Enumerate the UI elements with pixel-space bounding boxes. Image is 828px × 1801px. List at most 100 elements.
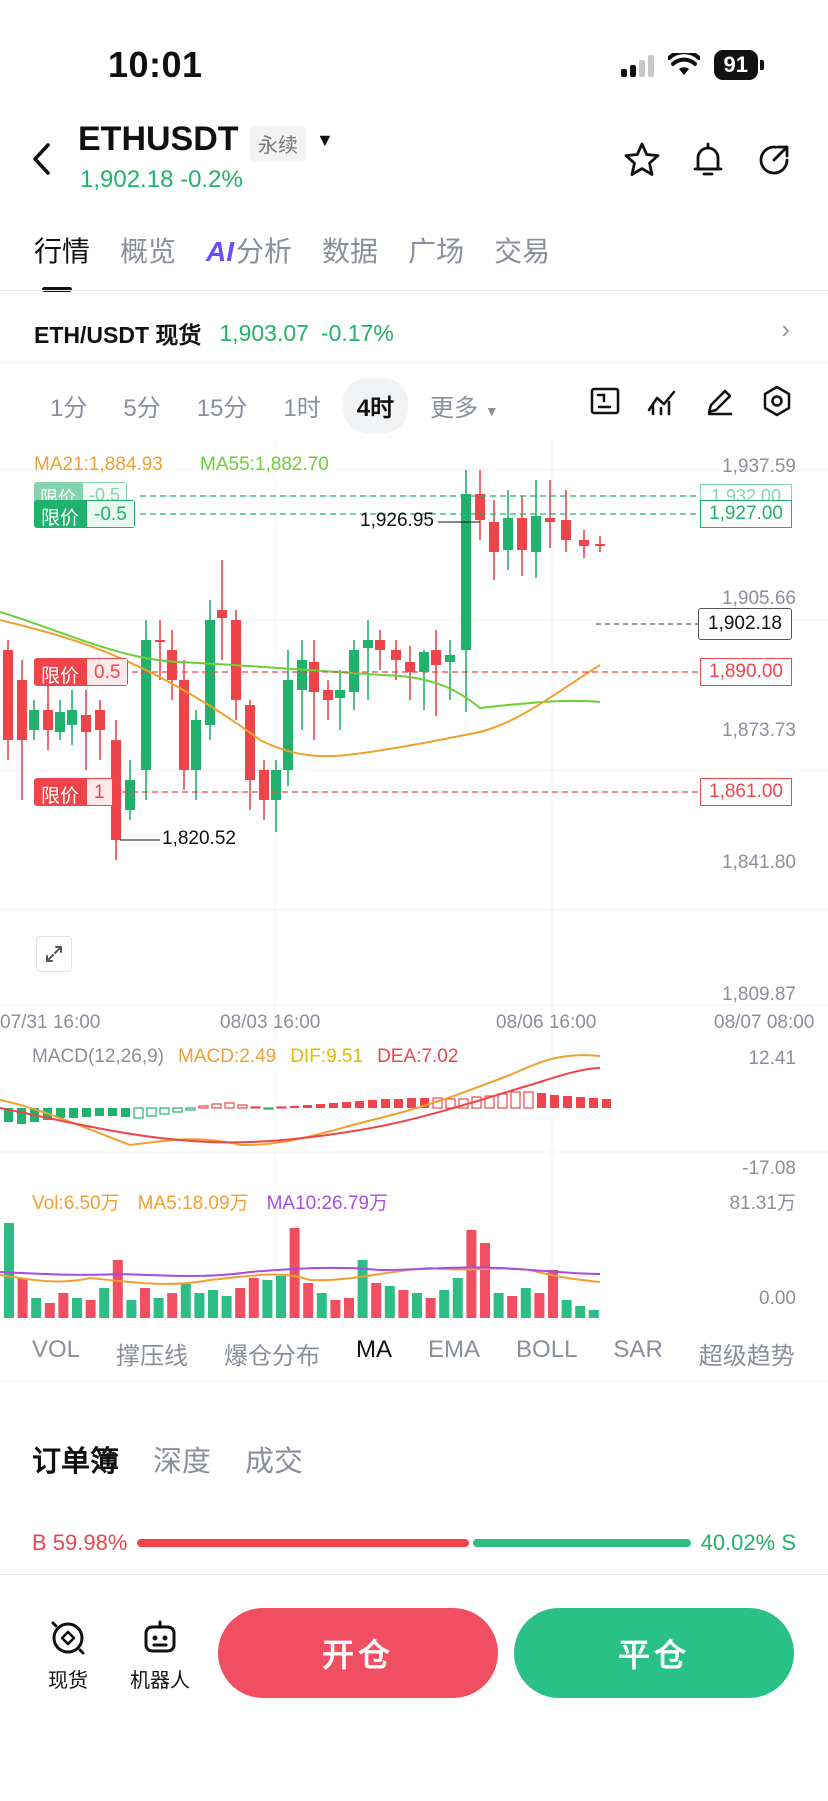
bell-icon[interactable] [688, 140, 728, 180]
volume-bar [534, 1293, 545, 1318]
macd-bar [381, 1099, 390, 1108]
tab-overview[interactable]: 概览 [120, 236, 177, 267]
timeframe-1h[interactable]: 1时 [283, 395, 321, 422]
ratio-buy-fill [137, 1539, 470, 1547]
candle-body [167, 650, 177, 680]
candle-body [297, 660, 307, 690]
draw-icon[interactable] [703, 384, 737, 418]
ma21-line [0, 619, 601, 758]
indicator-boll[interactable]: BOLL [516, 1336, 578, 1363]
main-tabs: 行情 概览 AI分析 数据 广场 交易 [34, 230, 580, 292]
volume-bar [316, 1293, 327, 1318]
spot-price-row[interactable]: ETH/USDT 现货 1,903.07 -0.17% [34, 316, 394, 350]
macd-bar [420, 1098, 429, 1108]
volume-scale-top: 81.31万 [729, 1193, 796, 1214]
indicator-support-resistance[interactable]: 撑压线 [116, 1343, 189, 1370]
limit-order-type: 限价 [34, 658, 87, 686]
limit-order-price-tag: 1,890.00 [700, 658, 792, 686]
expand-chart-button[interactable] [36, 936, 72, 972]
indicator-liquidation-map[interactable]: 爆仓分布 [224, 1343, 321, 1370]
limit-order-price-tag: 1,927.00 [700, 500, 792, 528]
symbol-dropdown-icon[interactable]: ▼ [316, 130, 334, 150]
candle-body [375, 640, 385, 650]
star-icon[interactable] [622, 140, 662, 180]
ratio-bar [137, 1539, 691, 1547]
tab-orderbook[interactable]: 订单簿 [32, 1446, 120, 1478]
tab-trades[interactable]: 成交 [245, 1446, 304, 1478]
limit-order-tag[interactable]: 限价 0.5 [34, 658, 129, 686]
time-axis-label: 07/31 16:00 [0, 1012, 101, 1033]
battery-indicator: 91 [713, 50, 765, 80]
tab-data[interactable]: 数据 [322, 236, 379, 267]
macd-histogram [4, 1091, 611, 1124]
high-price-label: 1,926.95 [360, 510, 434, 531]
volume-bar [371, 1283, 382, 1318]
candle-body [579, 540, 589, 546]
limit-order-tag[interactable]: 限价 1 [34, 778, 113, 806]
back-button[interactable] [30, 138, 54, 184]
volume-bar [452, 1278, 463, 1318]
chart-settings-icon[interactable] [588, 384, 622, 418]
limit-order-tag[interactable]: 限价 -0.5 [34, 500, 135, 528]
candle-body [111, 740, 121, 840]
volume-histogram [4, 1223, 599, 1318]
timeframe-15m[interactable]: 15分 [196, 395, 248, 422]
volume-bar [439, 1290, 450, 1318]
macd-bar [550, 1095, 559, 1108]
limit-order-type: 限价 [34, 778, 87, 806]
candle-body [191, 720, 201, 770]
macd-bar [211, 1103, 222, 1109]
candle-body [545, 518, 555, 522]
limit-order-qty: -0.5 [86, 500, 135, 528]
tab-analysis[interactable]: AI分析 [206, 230, 292, 270]
status-icons: 91 [620, 50, 765, 80]
volume-bar [58, 1293, 69, 1318]
timeframe-selector: 1分 5分 15分 1时 4时 更多 ▼ [36, 378, 521, 433]
price-scale-tick: 1,809.87 [722, 984, 796, 1005]
time-axis-label: 08/03 16:00 [220, 1012, 321, 1033]
settings-icon[interactable] [760, 384, 794, 418]
macd-bar [95, 1108, 104, 1116]
dif-value: DIF:9.51 [290, 1046, 364, 1067]
candle-body [55, 712, 65, 732]
share-icon[interactable] [754, 140, 794, 180]
candle-body [125, 780, 135, 810]
macd-bar [121, 1108, 130, 1117]
macd-bar [146, 1107, 157, 1117]
kline-chart[interactable]: MA21:1,884.93 MA55:1,882.70 1,937.59 1,9… [0, 440, 828, 1320]
indicator-ma[interactable]: MA [356, 1336, 393, 1363]
indicator-vol[interactable]: VOL [32, 1336, 81, 1363]
timeframe-5m[interactable]: 5分 [123, 395, 161, 422]
time-axis-label: 08/06 16:00 [496, 1012, 597, 1033]
spot-nav-button[interactable]: 现货 [48, 1618, 88, 1693]
macd-bar [56, 1108, 65, 1118]
wifi-icon [667, 53, 700, 75]
close-position-button[interactable]: 平仓 [514, 1608, 794, 1698]
open-position-button[interactable]: 开仓 [218, 1608, 498, 1698]
symbol-title[interactable]: ETHUSDT [78, 120, 239, 158]
indicators-icon[interactable] [645, 384, 679, 418]
robot-nav-button[interactable]: 机器人 [130, 1618, 190, 1693]
dea-value: DEA:7.02 [377, 1046, 459, 1067]
tab-square[interactable]: 广场 [408, 236, 465, 267]
kline-chart-canvas[interactable] [0, 440, 828, 1320]
chevron-right-icon[interactable]: › [781, 314, 790, 344]
volume-bar [126, 1300, 137, 1318]
tab-trade[interactable]: 交易 [494, 236, 551, 267]
candle-body [43, 710, 53, 730]
volume-scale-bottom: 0.00 [759, 1288, 796, 1309]
timeframe-4h[interactable]: 4时 [342, 378, 409, 433]
indicator-supertrend[interactable]: 超级趋势 [698, 1343, 795, 1370]
macd-bar [250, 1106, 261, 1109]
indicator-ema[interactable]: EMA [428, 1336, 481, 1363]
timeframe-1m[interactable]: 1分 [50, 395, 88, 422]
tab-market[interactable]: 行情 [34, 230, 90, 292]
robot-nav-label: 机器人 [130, 1670, 190, 1692]
macd-bar [445, 1098, 456, 1109]
volume-bar [167, 1293, 178, 1318]
tab-depth[interactable]: 深度 [153, 1446, 212, 1478]
tab-analysis-label: 分析 [236, 236, 293, 267]
indicator-sar[interactable]: SAR [613, 1336, 663, 1363]
timeframe-more[interactable]: 更多 ▼ [416, 378, 513, 433]
volume-bar [153, 1298, 164, 1318]
